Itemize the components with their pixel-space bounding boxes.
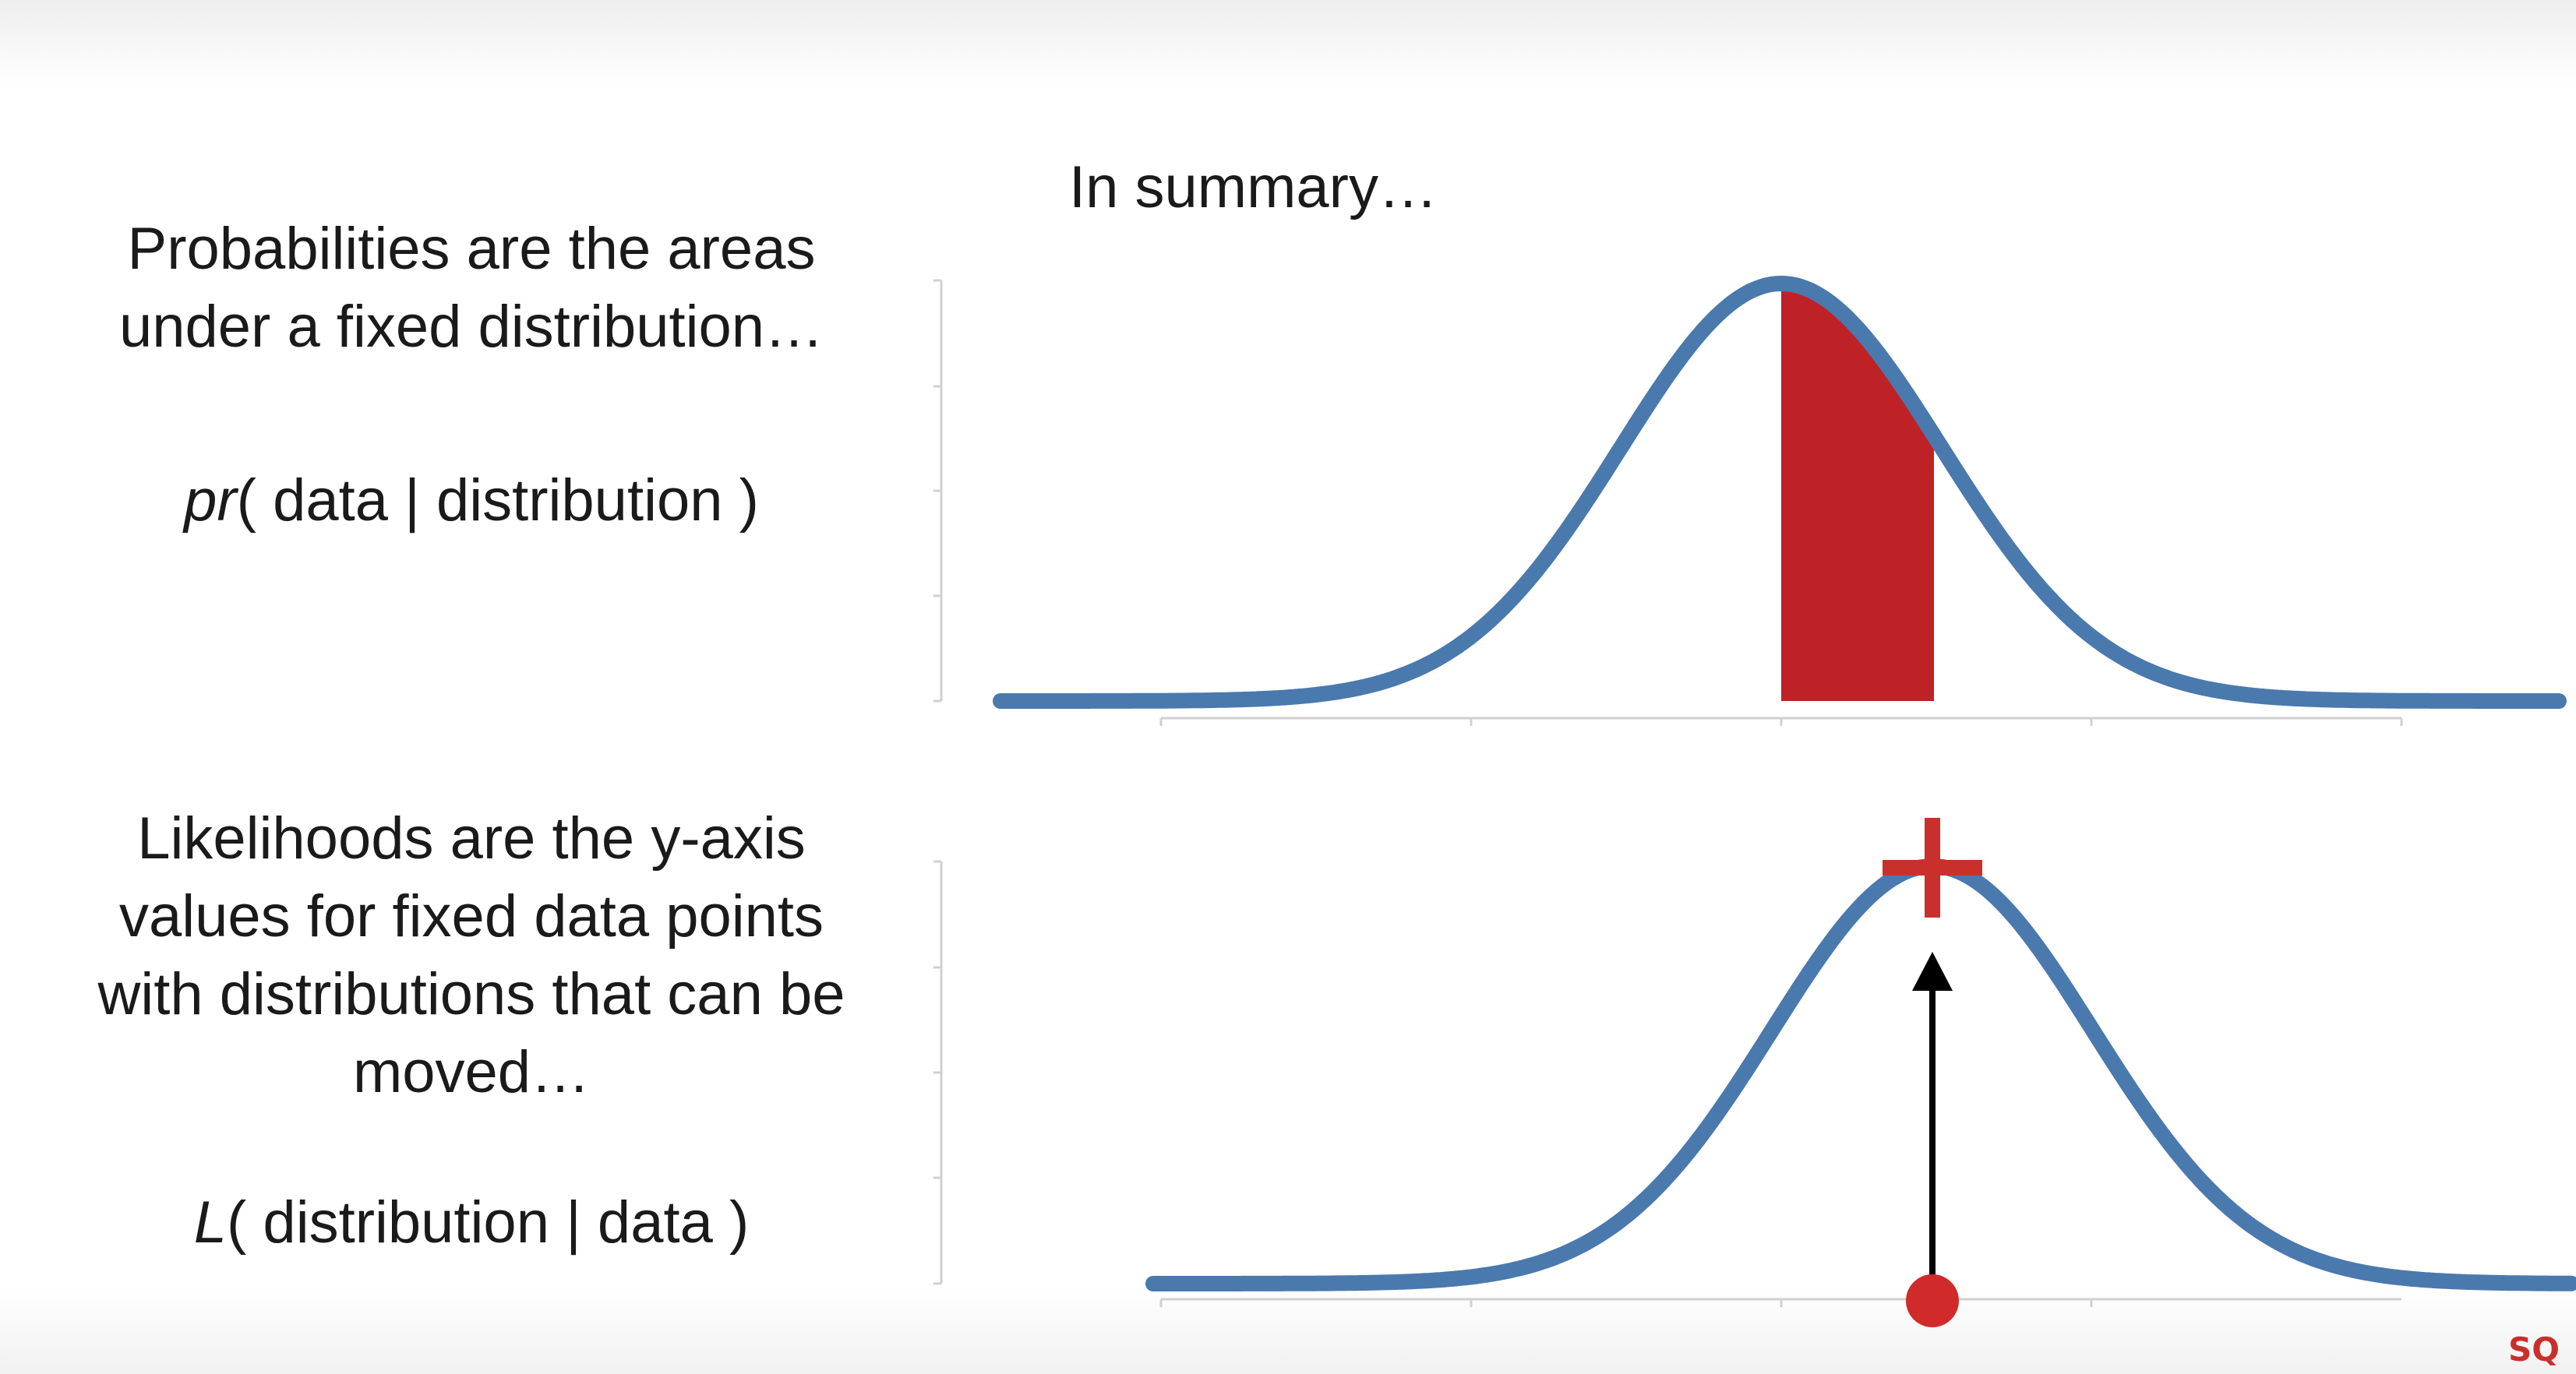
likelihood-description: Likelihoods are the y-axis values for fi… [31, 800, 912, 1112]
likelihood-marker-plus-icon [1883, 818, 1982, 918]
bottom-axes [933, 860, 2401, 1307]
data-point [1906, 1274, 1959, 1327]
probability-line-1: Probabilities are the areas [127, 216, 816, 282]
top-distribution-curve [993, 276, 2567, 709]
probability-line-2: under a fixed distribution… [118, 294, 824, 360]
channel-logo: SQ [2508, 1330, 2560, 1369]
probability-formula-args: ( data | distribution ) [236, 467, 759, 534]
slide-title: In summary… [1069, 154, 1438, 220]
arrowhead-icon [1912, 952, 1953, 991]
bottom-distribution-curve [1145, 858, 2576, 1291]
likelihood-formula-args: ( distribution | data ) [227, 1189, 750, 1256]
probability-formula: pr( data | distribution ) [31, 462, 912, 540]
likelihood-line-2: values for fixed data points [118, 883, 824, 949]
likelihood-line-3: with distributions that can be [97, 961, 845, 1027]
likelihood-formula: L( distribution | data ) [31, 1184, 912, 1262]
probability-area [1781, 284, 1934, 701]
likelihood-line-4: moved… [352, 1039, 591, 1105]
likelihood-formula-fn: L [193, 1189, 227, 1256]
likelihood-line-1: Likelihoods are the y-axis [137, 805, 806, 872]
top-axes [933, 279, 2403, 726]
likelihood-arrow [1912, 952, 1953, 1291]
probability-description: Probabilities are the areas under a fixe… [31, 210, 912, 366]
probability-formula-fn: pr [184, 467, 237, 534]
